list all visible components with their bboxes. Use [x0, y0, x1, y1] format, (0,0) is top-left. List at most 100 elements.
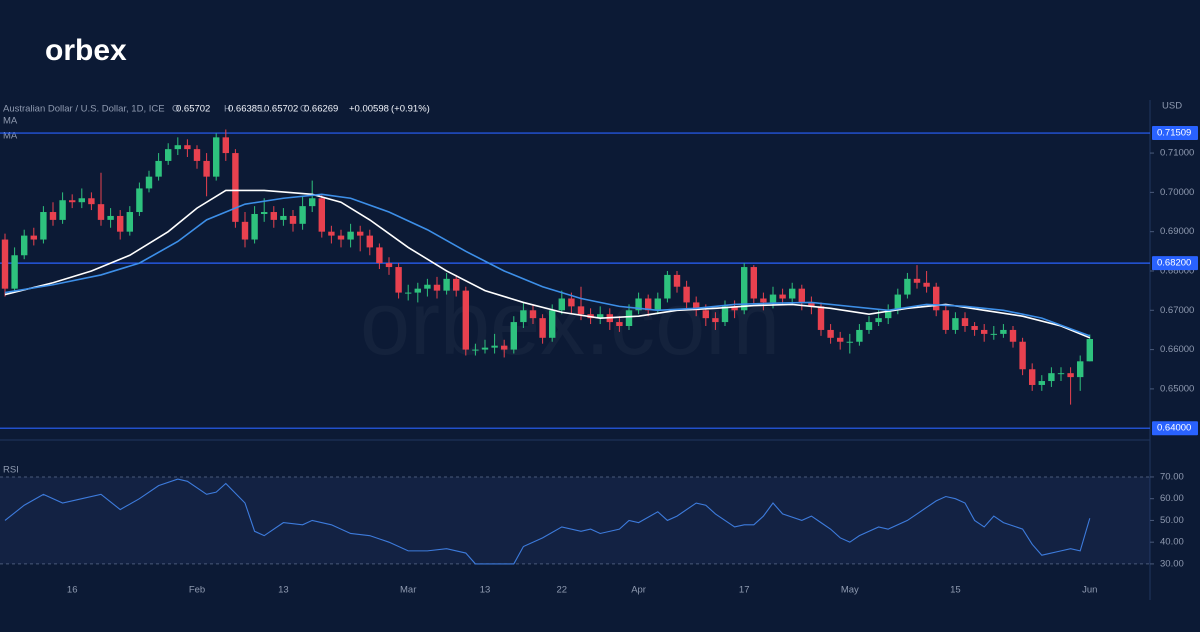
level-label: 0.71509	[1157, 128, 1191, 139]
y-tick-label: 0.71000	[1160, 148, 1194, 159]
x-tick-label: Jun	[1082, 585, 1097, 596]
rsi-tick-label: 50.00	[1160, 515, 1184, 526]
level-tag	[1152, 126, 1198, 141]
candle-body	[712, 318, 719, 323]
candle-body	[443, 278, 450, 291]
candle-body	[520, 310, 527, 323]
quote-field: C	[300, 104, 307, 115]
rsi-tick-label: 30.00	[1160, 558, 1184, 569]
y-tick-label: 0.65000	[1160, 383, 1194, 394]
level-label: 0.64000	[1157, 423, 1191, 434]
candle-body	[165, 149, 172, 161]
candle-body	[702, 310, 709, 319]
candle-body	[376, 247, 383, 264]
candle-body	[549, 310, 556, 338]
candle-body	[664, 274, 671, 299]
candle-body	[827, 329, 834, 338]
candle-body	[40, 212, 47, 240]
candle-body	[952, 318, 959, 330]
logo: orbex	[45, 34, 127, 67]
candle-body	[347, 231, 354, 240]
candle-body	[597, 314, 604, 319]
candle-body	[750, 267, 757, 299]
x-tick-label: Feb	[189, 585, 205, 596]
candle-body	[107, 215, 114, 220]
candle-body	[539, 318, 546, 338]
rsi-label: RSI	[3, 465, 19, 476]
candle-body	[731, 306, 738, 311]
x-tick-label: 16	[67, 585, 78, 596]
candle-body	[78, 198, 85, 203]
candle-body	[865, 322, 873, 330]
candle-body	[405, 292, 412, 294]
rsi-tick-label: 60.00	[1160, 493, 1184, 504]
candle-body	[568, 298, 575, 307]
candle-body	[798, 288, 805, 303]
candle-body	[779, 294, 786, 299]
candle-body	[145, 176, 153, 189]
candle-body	[462, 290, 469, 350]
candle-body	[136, 188, 143, 213]
candle-body	[1067, 373, 1074, 378]
candle-body	[558, 298, 565, 311]
x-tick-label: 13	[480, 585, 491, 596]
candle-body	[942, 310, 949, 330]
candle-body	[673, 274, 681, 287]
candle-body	[193, 149, 201, 161]
x-tick-label: Mar	[400, 585, 416, 596]
legend-entry: MA	[3, 131, 18, 142]
watermark: orbex.com	[360, 274, 780, 374]
rsi-line	[4, 478, 1091, 565]
candle-body	[645, 298, 652, 311]
candle-body	[270, 212, 277, 220]
candle-body	[875, 318, 882, 323]
candle-body	[683, 286, 690, 303]
candle-body	[328, 231, 335, 236]
y-tick-label: 0.66000	[1160, 344, 1194, 355]
level-label: 0.68200	[1157, 258, 1191, 269]
candle-body	[88, 198, 95, 205]
candle-body	[280, 215, 287, 220]
candle-body	[69, 200, 76, 203]
candle-body	[491, 345, 498, 348]
candle-body	[49, 212, 57, 220]
y-tick-label: 0.70000	[1160, 187, 1194, 198]
candle-body	[529, 310, 537, 319]
x-tick-label: 13	[278, 585, 289, 596]
candle-body	[395, 267, 402, 293]
candle-body	[894, 294, 901, 311]
rsi-band	[0, 476, 1150, 564]
candle-body	[30, 235, 37, 240]
currency: USD	[1162, 101, 1182, 112]
candle-body	[59, 200, 66, 220]
candle-body	[856, 329, 863, 342]
quote-field: (+0.91%)	[391, 104, 430, 115]
candle-body	[481, 347, 489, 350]
candle-body	[433, 284, 441, 291]
candle-body	[155, 160, 162, 177]
candle-body	[1038, 381, 1045, 385]
candle-body	[693, 302, 700, 311]
ma-line	[4, 193, 1091, 337]
candle-body	[232, 153, 239, 222]
x-tick-label: 22	[557, 585, 568, 596]
candle-body	[309, 198, 316, 207]
candle-body	[760, 298, 767, 303]
candle-body	[990, 333, 997, 335]
candle-body	[289, 215, 297, 224]
candle-body	[1000, 329, 1007, 334]
symbol: Australian Dollar / U.S. Dollar, 1D, ICE	[3, 104, 165, 115]
candle-body	[616, 322, 623, 327]
candle-body	[971, 326, 978, 330]
candle-body	[635, 298, 642, 311]
level-tag	[1152, 421, 1198, 436]
candle-body	[424, 284, 431, 289]
level-tag	[1152, 256, 1198, 271]
candle-body	[251, 213, 258, 240]
candle-body	[625, 310, 633, 327]
candle-body	[126, 212, 133, 232]
quote-field: 0.66385	[228, 104, 262, 115]
candle-body	[21, 235, 28, 256]
ma-line	[4, 189, 1091, 339]
candle-body	[261, 212, 268, 214]
